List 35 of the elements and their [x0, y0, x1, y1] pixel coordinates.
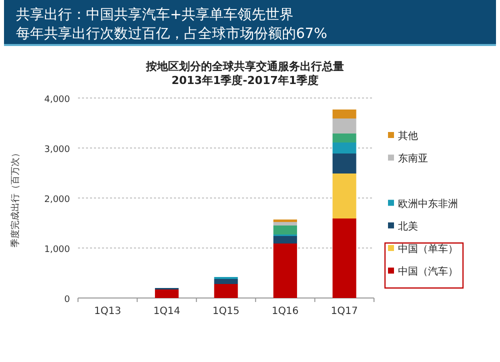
bar — [332, 110, 356, 118]
y-tick-label: 1,000 — [44, 245, 70, 255]
bar — [273, 236, 298, 244]
bar — [273, 226, 298, 234]
legend-label: 欧洲中东非洲 — [398, 198, 458, 210]
legend-label: 中国（单车） — [398, 243, 458, 255]
x-tick-label: 1Q17 — [330, 306, 358, 317]
bar — [214, 279, 238, 284]
legend-label: 其他 — [398, 130, 418, 142]
y-tick-label: 0 — [64, 295, 70, 305]
text: 2013年1季度-2017年1季度 — [171, 74, 319, 87]
bar — [332, 218, 356, 298]
x-tick-label: 1Q14 — [153, 306, 180, 317]
bar — [273, 244, 298, 298]
chart-subtitle: 每年共享出行次数过百亿，占全球市场份额的67% — [16, 26, 328, 42]
x-tick-label: 1Q16 — [272, 306, 299, 317]
legend-label: 中国（汽车） — [398, 266, 458, 278]
y-tick-label: 4,000 — [44, 95, 70, 105]
bar — [154, 290, 179, 298]
legend-label: 北美 — [398, 220, 418, 232]
bar — [332, 118, 356, 134]
y-tick-label: 2,000 — [44, 195, 70, 205]
x-tick-label: 1Q13 — [94, 306, 122, 317]
y-axis-title: 季度完成出行（百万次） — [10, 148, 21, 248]
y-tick-label: 3,000 — [44, 145, 70, 155]
text: 按地区划分的全球共享交通服务出行总量 — [145, 60, 344, 73]
bar — [273, 222, 298, 226]
bar — [332, 142, 356, 154]
bar — [332, 174, 356, 218]
legend-label: 东南亚 — [398, 152, 428, 165]
bar — [332, 134, 356, 142]
x-tick-label: 1Q15 — [212, 306, 240, 317]
bar — [332, 154, 356, 174]
chart-title: 共享出行：中国共享汽车+共享单车领先世界 — [16, 7, 294, 23]
bar — [214, 284, 238, 298]
